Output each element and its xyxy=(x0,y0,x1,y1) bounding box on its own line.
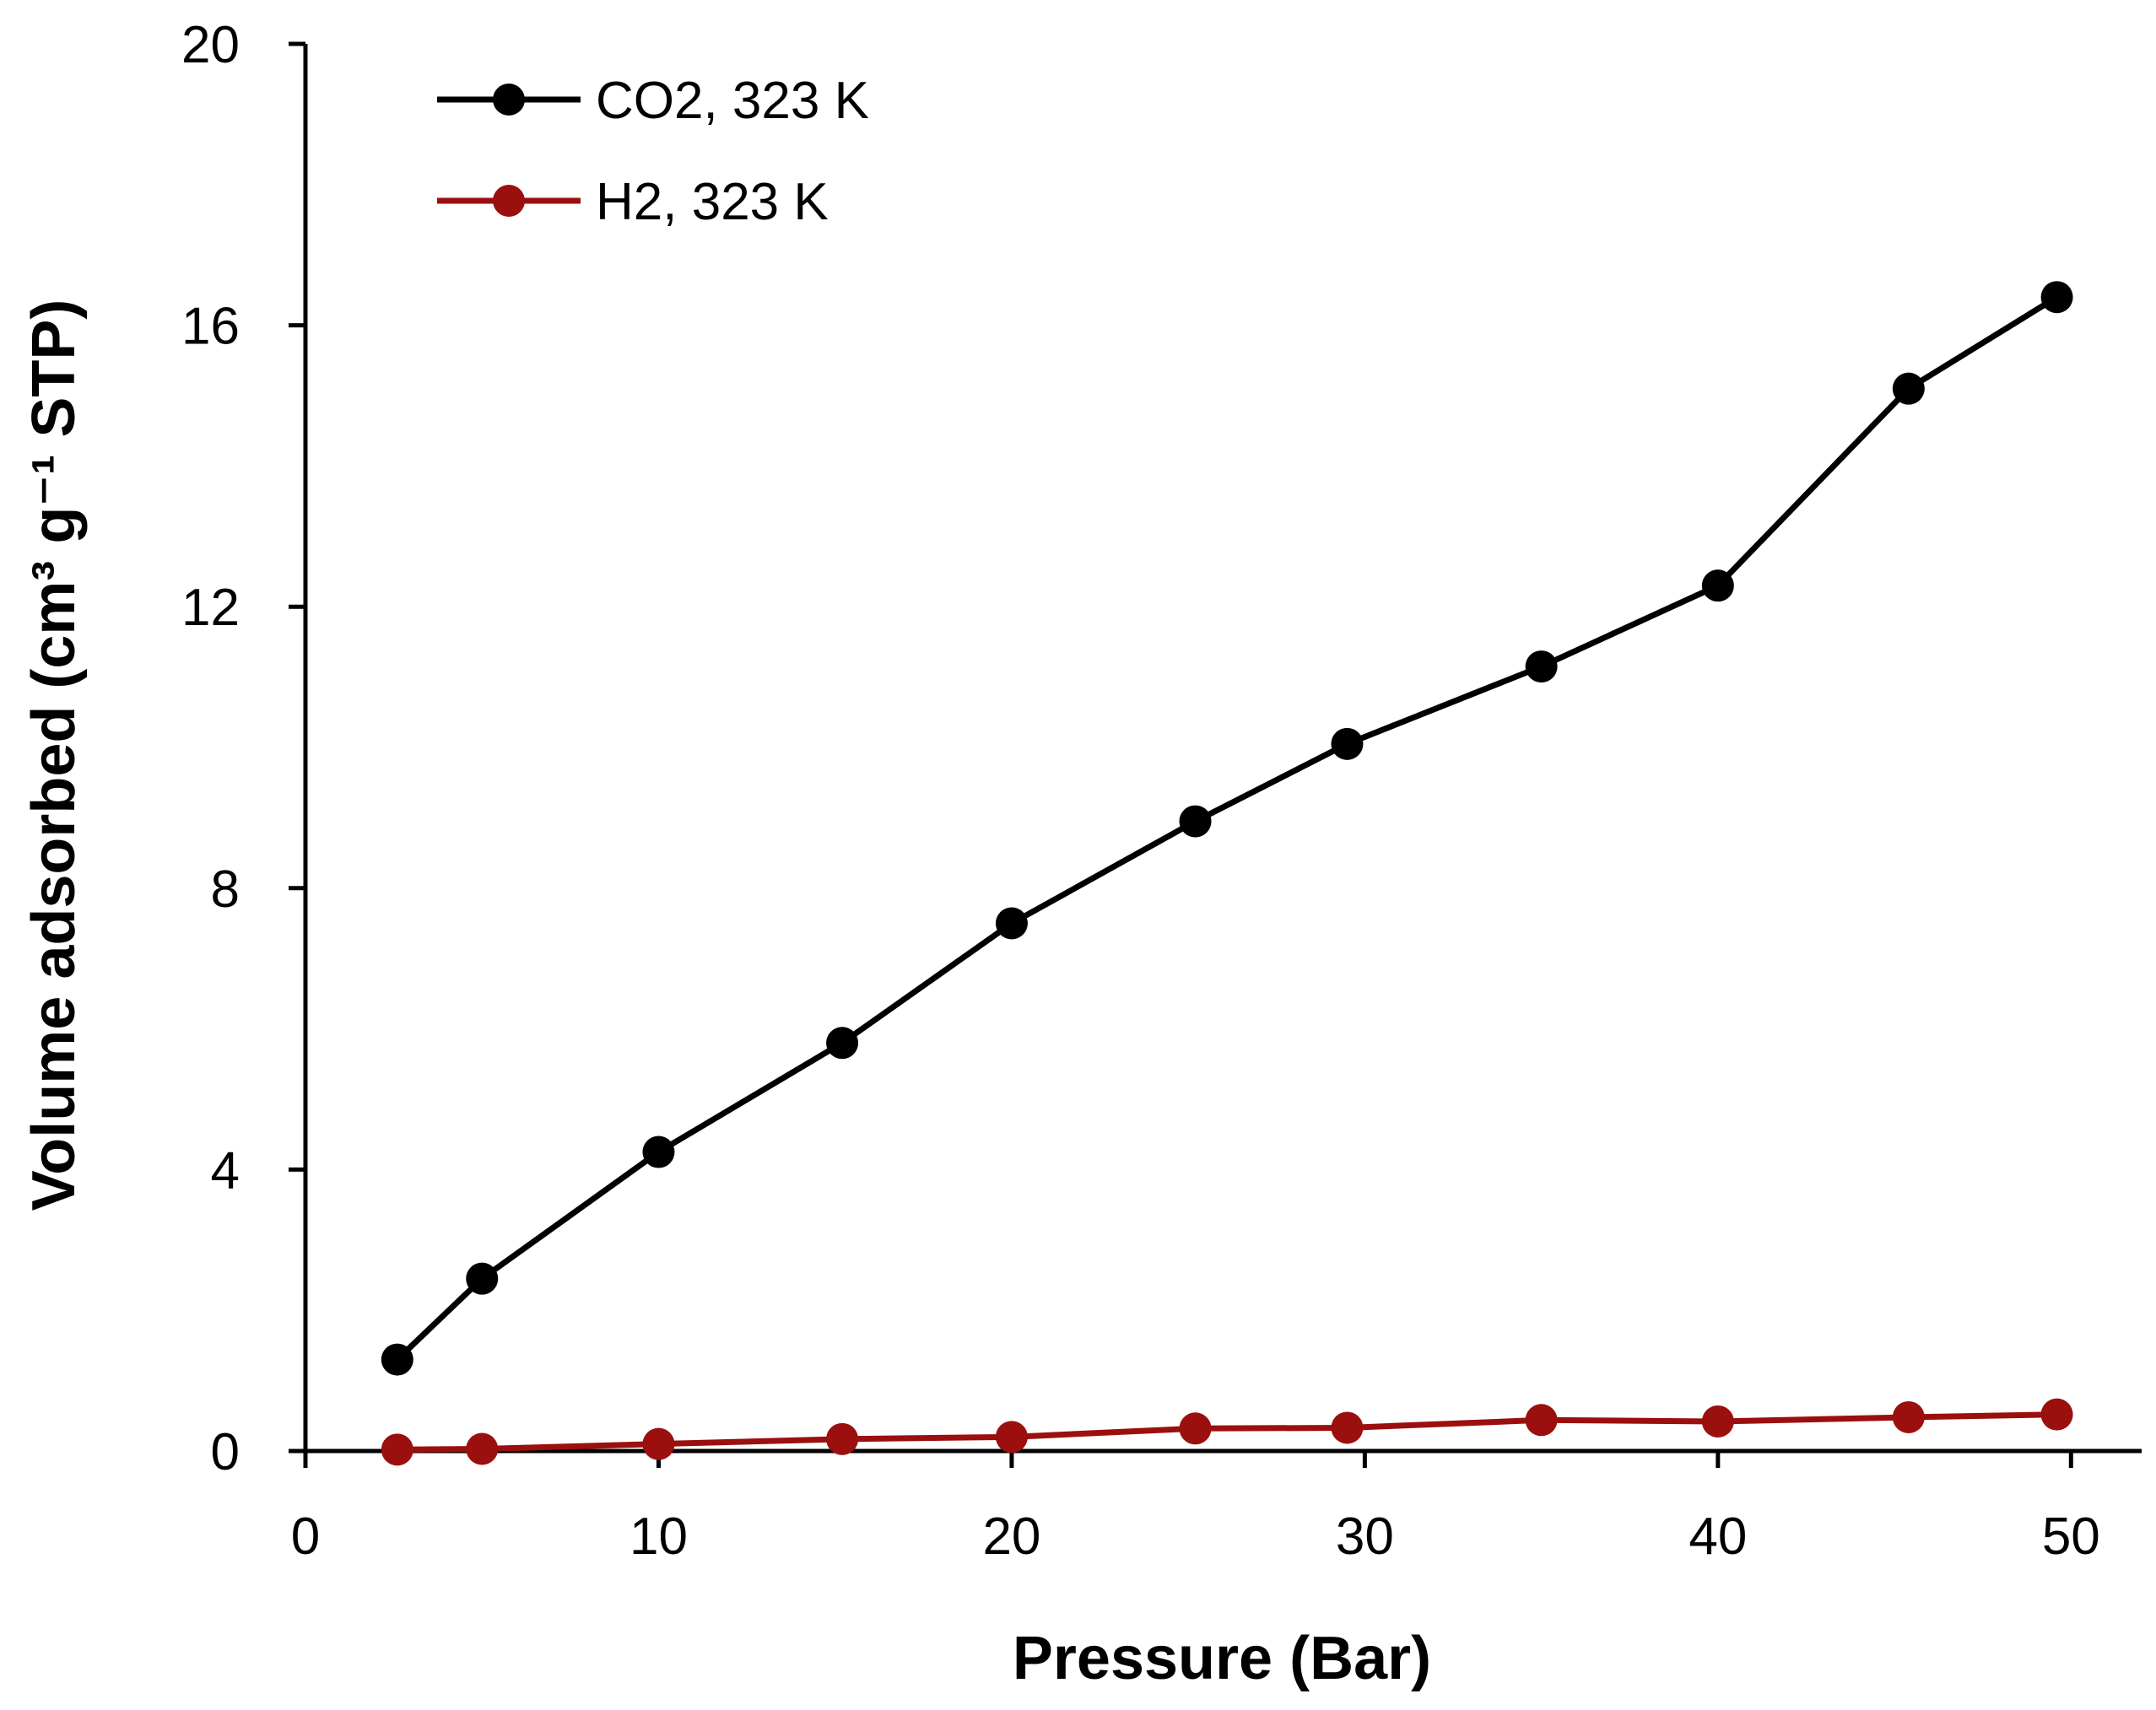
data-point xyxy=(2040,1398,2073,1431)
data-point xyxy=(2040,281,2073,314)
series-line xyxy=(395,294,2059,1362)
y-tick-label: 20 xyxy=(181,16,240,74)
y-ticks: 0 4 8 12 16 20 xyxy=(181,16,305,1481)
x-tick-label: 10 xyxy=(630,1508,688,1566)
x-tick-label: 20 xyxy=(982,1508,1040,1566)
data-point xyxy=(1701,569,1734,602)
x-tick-label: 40 xyxy=(1689,1508,1747,1566)
legend: CO2, 323 K H2, 323 K xyxy=(437,72,869,231)
data-point xyxy=(642,1136,675,1168)
data-point xyxy=(1331,727,1364,760)
data-point xyxy=(995,907,1028,940)
x-tick-label: 50 xyxy=(2042,1508,2100,1566)
y-tick-label: 16 xyxy=(181,298,240,356)
data-point xyxy=(1179,1412,1212,1445)
legend-swatch-marker xyxy=(493,185,525,217)
data-point xyxy=(826,1422,859,1455)
legend-entry: H2, 323 K xyxy=(437,173,829,231)
data-point xyxy=(1525,650,1558,683)
y-tick-label: 4 xyxy=(211,1141,240,1200)
series-layer xyxy=(381,281,2073,1466)
data-point xyxy=(1179,805,1212,838)
data-point xyxy=(466,1262,499,1295)
x-ticks: 0 10 20 30 40 50 xyxy=(291,1451,2100,1566)
x-axis-title: Pressure (Bar) xyxy=(1013,1625,1431,1692)
data-point xyxy=(826,1027,859,1060)
legend-swatch-marker xyxy=(493,84,525,116)
data-point xyxy=(1525,1404,1558,1437)
data-point xyxy=(466,1432,499,1465)
data-point xyxy=(995,1421,1028,1454)
x-tick-label: 30 xyxy=(1336,1508,1394,1566)
data-point xyxy=(1892,1400,1925,1433)
y-tick-label: 0 xyxy=(211,1423,240,1481)
y-tick-label: 12 xyxy=(181,579,240,637)
legend-label: CO2, 323 K xyxy=(596,72,869,130)
y-axis-title: Volume adsorbed (cm³ g⁻¹ STP) xyxy=(20,299,88,1211)
axes xyxy=(303,44,2142,1454)
data-point xyxy=(1892,372,1925,405)
data-point xyxy=(642,1427,675,1460)
data-point xyxy=(1331,1411,1364,1444)
series-h2-323-k xyxy=(381,1398,2073,1466)
y-tick-label: 8 xyxy=(211,860,240,919)
data-point xyxy=(381,1433,413,1466)
legend-label: H2, 323 K xyxy=(596,173,829,231)
x-tick-label: 0 xyxy=(291,1508,320,1566)
data-point xyxy=(1701,1405,1734,1438)
legend-entry: CO2, 323 K xyxy=(437,72,869,130)
series-co2-323-k xyxy=(381,281,2073,1376)
data-point xyxy=(381,1343,413,1376)
